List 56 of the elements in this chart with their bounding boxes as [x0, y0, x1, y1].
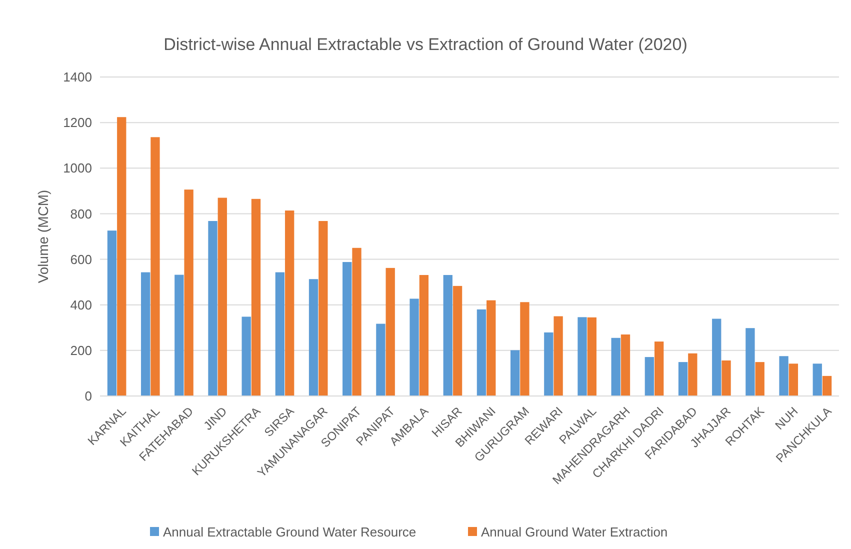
bar: [654, 342, 664, 396]
bar: [755, 362, 764, 396]
bar: [554, 316, 563, 396]
y-tick-label: 400: [70, 297, 92, 312]
bar: [822, 376, 832, 396]
bar: [218, 198, 227, 396]
y-tick-label: 1000: [63, 160, 92, 176]
y-axis-title: Volume (MCM): [35, 190, 51, 284]
bar: [308, 279, 318, 396]
bar: [520, 302, 530, 396]
y-tick-label: 200: [70, 342, 92, 358]
bar: [107, 230, 117, 396]
bar: [678, 362, 688, 396]
chart-title: District-wise Annual Extractable vs Extraction of Ground Water (2020): [164, 35, 688, 54]
bar: [242, 316, 251, 396]
bar: [779, 356, 788, 396]
bar: [620, 334, 630, 396]
bar: [150, 137, 160, 396]
bar: [251, 198, 261, 396]
bar: [184, 190, 194, 396]
bar: [284, 210, 294, 396]
y-tick-label: 1400: [63, 70, 92, 85]
bar: [452, 286, 462, 396]
bar: [275, 272, 285, 396]
bar: [476, 309, 486, 396]
bar: [688, 353, 698, 396]
bar: [410, 298, 419, 396]
bar: [722, 360, 731, 396]
bar: [174, 274, 184, 396]
bar: [352, 248, 362, 396]
bar: [712, 318, 722, 396]
y-tick-label: 800: [70, 206, 92, 222]
bar: [812, 364, 822, 396]
bar: [140, 272, 150, 396]
bar: [746, 328, 755, 396]
bar: [587, 317, 596, 396]
bar: [544, 332, 554, 396]
bar: [117, 117, 126, 396]
legend-label: Annual Ground Water Extraction: [481, 524, 668, 540]
bar: [644, 357, 654, 396]
bar: [376, 324, 386, 396]
y-tick-label: 1200: [63, 115, 92, 130]
bar: [486, 300, 496, 396]
bar: [578, 317, 587, 396]
bar: [510, 350, 520, 396]
bar: [788, 364, 798, 396]
bar: [342, 262, 352, 396]
bar: [611, 338, 620, 396]
bar: [386, 268, 395, 396]
bar: [443, 275, 452, 396]
bar: [419, 275, 429, 396]
bar: [318, 221, 328, 396]
bar: [208, 221, 218, 396]
y-tick-label: 0: [84, 388, 92, 404]
legend-label: Annual Extractable Ground Water Resource: [163, 524, 416, 540]
y-tick-label: 600: [70, 252, 92, 267]
